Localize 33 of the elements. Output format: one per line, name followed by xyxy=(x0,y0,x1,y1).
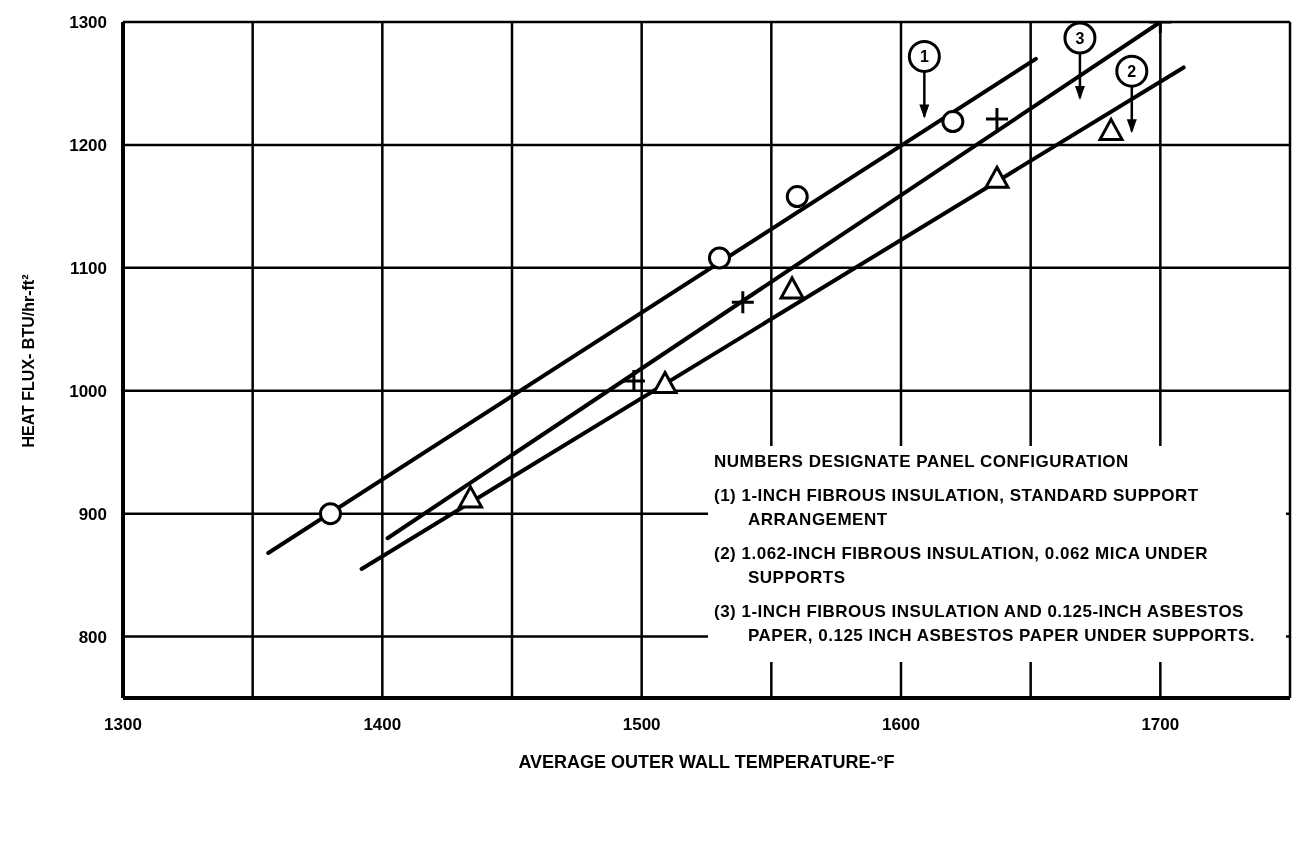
annotation: 3 xyxy=(1075,29,1085,47)
annotation: (3) 1-INCH FIBROUS INSULATION AND 0.125-INCH ASBESTOS PAPER, 0.125 INCH ASBESTOS PAPER UNDER SUPPORTS. xyxy=(714,601,1257,647)
x-tick-label: 1300 xyxy=(104,715,142,735)
point xyxy=(985,108,1008,131)
circled-number-callout: 2 xyxy=(1115,54,1149,134)
y-tick-label: 1100 xyxy=(70,258,107,278)
circled-number-callout: 1 xyxy=(907,39,941,119)
y-tick-label: 800 xyxy=(78,627,107,647)
annotation: NUMBERS DESIGNATE PANEL CONFIGURATION xyxy=(714,451,1130,473)
x-axis-title: AVERAGE OUTER WALL TEMPERATURE-°F xyxy=(518,752,895,772)
y-axis-title: HEAT FLUX- BTU/hr-ft² xyxy=(20,274,37,448)
y-tick-label: 1000 xyxy=(69,381,107,401)
y-tick-label: 1200 xyxy=(69,135,107,155)
y-tick-label: 1300 xyxy=(69,13,107,33)
point xyxy=(779,276,805,300)
point xyxy=(731,291,754,314)
point xyxy=(622,369,645,392)
annotation: (1) 1-INCH FIBROUS INSULATION, STANDARD SUPPORT ARRANGEMENT xyxy=(714,485,1200,531)
annotation: 2 xyxy=(1127,63,1137,81)
point xyxy=(785,185,809,209)
x-tick-label: 1400 xyxy=(363,715,402,735)
annotation: 1 xyxy=(919,48,929,66)
x-tick-label: 1700 xyxy=(1141,715,1180,735)
x-tick-label: 1600 xyxy=(882,715,920,735)
y-tick-label: 900 xyxy=(78,504,107,524)
point xyxy=(652,371,678,395)
annotation: (2) 1.062-INCH FIBROUS INSULATION, 0.062 MICA UNDER SUPPORTS xyxy=(714,543,1209,589)
point xyxy=(458,485,484,509)
point xyxy=(318,502,342,526)
circled-number-callout: 3 xyxy=(1063,21,1097,100)
point xyxy=(941,110,965,134)
x-tick-label: 1500 xyxy=(622,715,661,735)
point xyxy=(707,246,731,270)
